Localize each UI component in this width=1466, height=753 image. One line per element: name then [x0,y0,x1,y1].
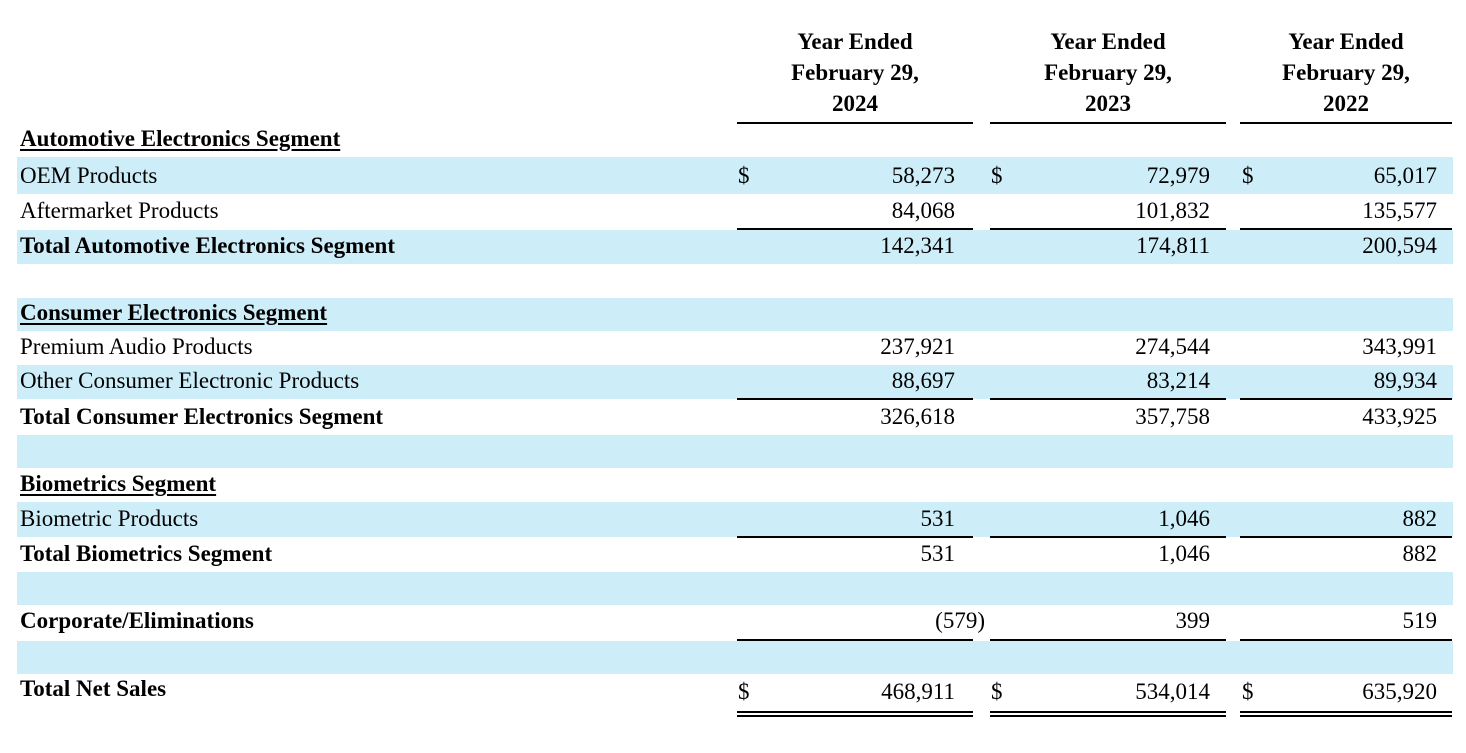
row-label: OEM Products [20,163,158,188]
value-2024: 84,068 [891,198,955,223]
value-2023: 1,046 [1158,506,1210,531]
subtotal-rule [737,228,973,230]
column-header-2024: Year Ended February 29, 2024 [737,26,973,119]
value-2023: 83,214 [1146,368,1210,393]
value-2022: 343,991 [1362,334,1437,359]
row-label: Other Consumer Electronic Products [20,368,360,393]
table-row-automotive-total: Total Automotive Electronics Segment 142… [17,230,1453,264]
currency-symbol: $ [1242,163,1254,188]
row-label: Total Net Sales [20,676,167,701]
value-2024: 237,921 [880,334,955,359]
header-line: February 29, [791,60,919,85]
row-label: Consumer Electronics Segment [20,300,328,325]
value-2024: 531 [920,541,956,566]
subtotal-rule [990,536,1226,538]
value-2024: 326,618 [880,404,955,429]
currency-symbol: $ [991,679,1003,704]
table-row-other-consumer: Other Consumer Electronic Products 88,69… [17,365,1453,399]
subtotal-rule [990,398,1226,400]
value-2023: 174,811 [1136,233,1210,258]
currency-symbol: $ [991,163,1003,188]
currency-symbol: $ [738,163,750,188]
subtotal-rule [990,639,1226,641]
row-label: Premium Audio Products [20,334,253,359]
subtotal-rule [737,639,973,641]
currency-symbol: $ [738,679,750,704]
section-header-automotive: Automotive Electronics Segment [17,124,1453,157]
value-2022: 65,017 [1373,163,1437,188]
column-header-2023: Year Ended February 29, 2023 [990,26,1226,119]
value-2023: 1,046 [1158,541,1210,566]
value-2023: 534,014 [1135,679,1210,704]
value-2023: 357,758 [1135,404,1210,429]
value-2024: 88,697 [891,368,955,393]
row-label: Biometrics Segment [20,471,217,496]
table-row-corporate: Corporate/Eliminations (579) 399 519 [17,605,1453,639]
column-header-2022: Year Ended February 29, 2022 [1240,26,1452,119]
total-double-rule [1240,711,1452,717]
header-underline [990,122,1226,124]
value-2022: 89,934 [1373,368,1437,393]
section-header-consumer: Consumer Electronics Segment [17,298,1453,331]
table-row-consumer-total: Total Consumer Electronics Segment 326,6… [17,400,1453,435]
value-2023: 399 [1175,608,1211,633]
row-label: Automotive Electronics Segment [20,126,341,151]
value-2024: 468,911 [881,679,955,704]
table-row-total-net-sales: Total Net Sales $ 468,911 $ 534,014 $ 63… [17,674,1453,710]
value-2022: 519 [1402,608,1438,633]
header-line: Year Ended [1288,29,1404,54]
value-2022: 200,594 [1362,233,1437,258]
row-label: Total Biometrics Segment [20,541,273,566]
header-line: February 29, [1044,60,1172,85]
value-2024: 142,341 [880,233,955,258]
header-underline [1240,122,1452,124]
header-line: 2024 [832,91,878,116]
table-row-aftermarket: Aftermarket Products 84,068 101,832 135,… [17,194,1453,229]
value-2024: 531 [920,506,956,531]
value-2022: 135,577 [1362,198,1437,223]
value-2023: 274,544 [1135,334,1210,359]
table-row-oem: OEM Products $ 58,273 $ 72,979 $ 65,017 [17,157,1453,194]
row-label: Corporate/Eliminations [20,608,254,633]
spacer-row [17,435,1453,468]
subtotal-rule [1240,536,1452,538]
total-double-rule [990,711,1226,717]
subtotal-rule [737,536,973,538]
spacer-row [17,641,1453,674]
value-2022: 882 [1402,506,1438,531]
subtotal-rule [737,398,973,400]
subtotal-rule [1240,639,1452,641]
header-underline [737,122,973,124]
row-label: Total Automotive Electronics Segment [20,233,395,258]
value-2024: (579) [935,608,985,633]
value-2022: 882 [1402,541,1438,566]
section-header-biometrics: Biometrics Segment [17,468,1453,502]
value-2022: 635,920 [1362,679,1437,704]
row-label: Aftermarket Products [20,198,219,223]
row-label: Total Consumer Electronics Segment [20,404,384,429]
header-line: Year Ended [1050,29,1166,54]
header-line: 2023 [1085,91,1131,116]
subtotal-rule [990,228,1226,230]
total-double-rule [737,711,973,717]
table-row-premium-audio: Premium Audio Products 237,921 274,544 3… [17,331,1453,365]
subtotal-rule [1240,228,1452,230]
value-2023: 72,979 [1146,163,1210,188]
subtotal-rule [1240,398,1452,400]
currency-symbol: $ [1242,679,1254,704]
value-2023: 101,832 [1135,198,1210,223]
table-row-biometrics-total: Total Biometrics Segment 531 1,046 882 [17,538,1453,572]
table-row-biometric-products: Biometric Products 531 1,046 882 [17,502,1453,537]
row-label: Biometric Products [20,506,199,531]
spacer-row [17,572,1453,605]
value-2022: 433,925 [1362,404,1437,429]
header-line: 2022 [1323,91,1369,116]
value-2024: 58,273 [891,163,955,188]
header-line: Year Ended [797,29,913,54]
header-line: February 29, [1282,60,1410,85]
